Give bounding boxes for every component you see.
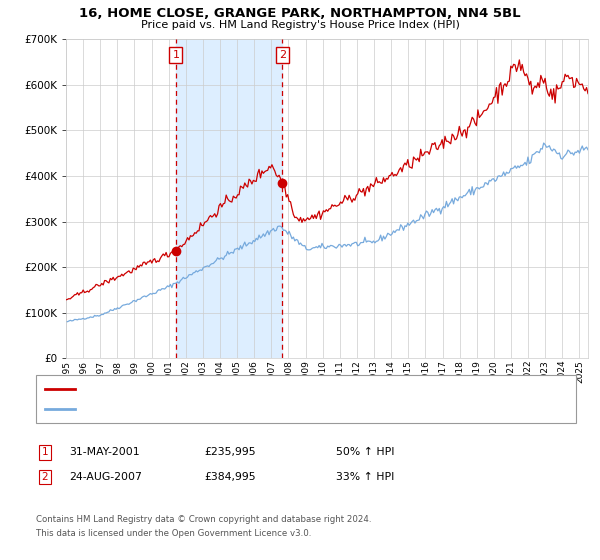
Text: 16, HOME CLOSE, GRANGE PARK, NORTHAMPTON, NN4 5BL: 16, HOME CLOSE, GRANGE PARK, NORTHAMPTON…: [79, 7, 521, 20]
Text: 33% ↑ HPI: 33% ↑ HPI: [336, 472, 394, 482]
Text: Contains HM Land Registry data © Crown copyright and database right 2024.: Contains HM Land Registry data © Crown c…: [36, 515, 371, 524]
Text: 1: 1: [41, 447, 49, 458]
Text: £235,995: £235,995: [204, 447, 256, 458]
Text: £384,995: £384,995: [204, 472, 256, 482]
Text: This data is licensed under the Open Government Licence v3.0.: This data is licensed under the Open Gov…: [36, 529, 311, 538]
Text: 16, HOME CLOSE, GRANGE PARK, NORTHAMPTON, NN4 5BL (detached house): 16, HOME CLOSE, GRANGE PARK, NORTHAMPTON…: [81, 384, 467, 394]
Text: Price paid vs. HM Land Registry's House Price Index (HPI): Price paid vs. HM Land Registry's House …: [140, 20, 460, 30]
Text: HPI: Average price, detached house, West Northamptonshire: HPI: Average price, detached house, West…: [81, 404, 383, 414]
Text: 24-AUG-2007: 24-AUG-2007: [69, 472, 142, 482]
Text: 2: 2: [41, 472, 49, 482]
Text: 2: 2: [279, 50, 286, 60]
Text: 1: 1: [172, 50, 179, 60]
Bar: [176, 39, 283, 358]
Text: 31-MAY-2001: 31-MAY-2001: [69, 447, 140, 458]
Text: 50% ↑ HPI: 50% ↑ HPI: [336, 447, 395, 458]
